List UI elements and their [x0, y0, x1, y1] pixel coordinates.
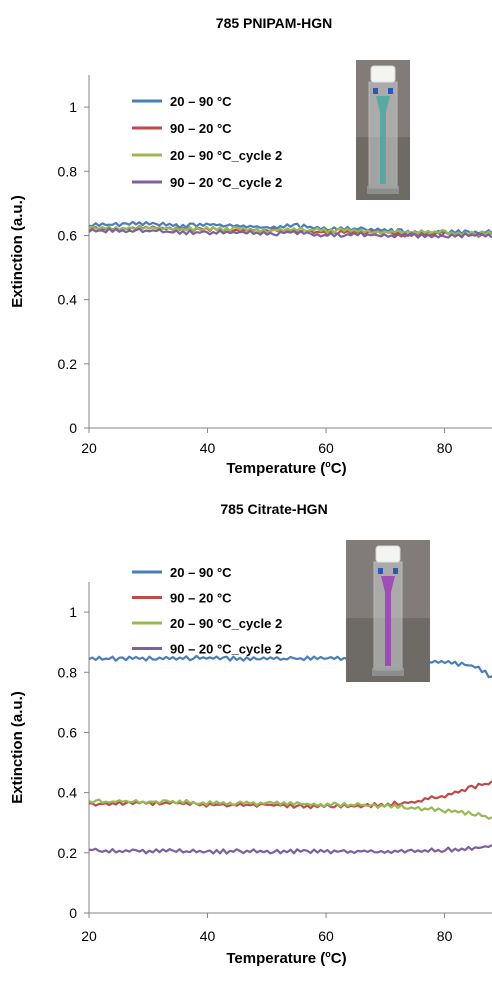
x-tick-label: 80 — [437, 440, 453, 456]
cuvette-cap — [375, 545, 401, 563]
legend-label: 90 – 20 °C_cycle 2 — [170, 175, 282, 190]
chart-panel-pnipam: 785 PNIPAM-HGN 0 0.2 0.4 0.6 0.8 1 20 40 60 80 Temp… — [0, 0, 492, 495]
y-axis-label: Extinction (a.u.) — [9, 195, 26, 308]
cuvette-photo — [346, 540, 430, 682]
legend: 20 – 90 °C 90 – 20 °C 20 – 90 °C_cycle 2 90… — [132, 94, 282, 190]
y-tick-label: 0.8 — [58, 163, 78, 179]
y-tick-label: 0.2 — [58, 356, 78, 372]
series-line — [89, 844, 492, 855]
x-tick-label: 60 — [318, 440, 334, 456]
series-line — [89, 227, 492, 239]
legend-label: 20 – 90 °C — [170, 565, 232, 580]
chart-title: 785 Citrate-HGN — [220, 501, 327, 517]
cuvette-cap — [370, 65, 396, 83]
chart-svg: 785 PNIPAM-HGN 0 0.2 0.4 0.6 0.8 1 20 40 60 80 Temp… — [9, 15, 492, 477]
y-tick-label: 0 — [69, 905, 77, 921]
y-tick-label: 0.8 — [58, 664, 78, 680]
x-tick-label: 40 — [200, 928, 216, 944]
x-tick-label: 20 — [81, 440, 97, 456]
legend-label: 90 – 20 °C_cycle 2 — [170, 642, 282, 657]
legend: 20 – 90 °C 90 – 20 °C 20 – 90 °C_cycle 2 90… — [132, 565, 282, 657]
y-tick-label: 0.6 — [58, 724, 78, 740]
y-tick-label: 0.2 — [58, 845, 78, 861]
legend-label: 20 – 90 °C_cycle 2 — [170, 148, 282, 163]
x-axis-label: Temperature (oC) — [226, 459, 346, 477]
legend-label: 20 – 90 °C_cycle 2 — [170, 616, 282, 631]
legend-label: 90 – 20 °C — [170, 591, 232, 606]
x-tick-label: 60 — [318, 928, 334, 944]
x-tick-label: 40 — [200, 440, 216, 456]
y-tick-label: 0.4 — [58, 785, 78, 801]
chart-panel-citrate: 785 Citrate-HGN 0 0.2 0.4 0.6 0.8 1 20 40 60 80 Tem… — [0, 495, 492, 991]
x-tick-label: 80 — [437, 928, 453, 944]
y-tick-label: 1 — [69, 604, 77, 620]
y-tick-label: 0 — [69, 420, 77, 436]
chart-svg: 785 Citrate-HGN 0 0.2 0.4 0.6 0.8 1 20 40 60 80 Tem… — [9, 501, 492, 967]
cuvette-liquid — [381, 576, 395, 666]
y-axis-label: Extinction (a.u.) — [9, 691, 26, 804]
series-line — [89, 798, 492, 820]
legend-label: 20 – 90 °C — [170, 94, 232, 109]
series-line — [89, 654, 492, 679]
y-tick-label: 1 — [69, 99, 77, 115]
series-line — [89, 225, 492, 237]
cuvette-liquid — [376, 96, 390, 184]
y-tick-label: 0.4 — [58, 292, 78, 308]
legend-label: 90 – 20 °C — [170, 121, 232, 136]
cuvette-photo — [356, 60, 410, 200]
x-tick-label: 20 — [81, 928, 97, 944]
y-tick-label: 0.6 — [58, 227, 78, 243]
x-axis-label: Temperature (oC) — [226, 949, 346, 967]
chart-title: 785 PNIPAM-HGN — [216, 15, 332, 31]
series-line — [89, 780, 492, 810]
